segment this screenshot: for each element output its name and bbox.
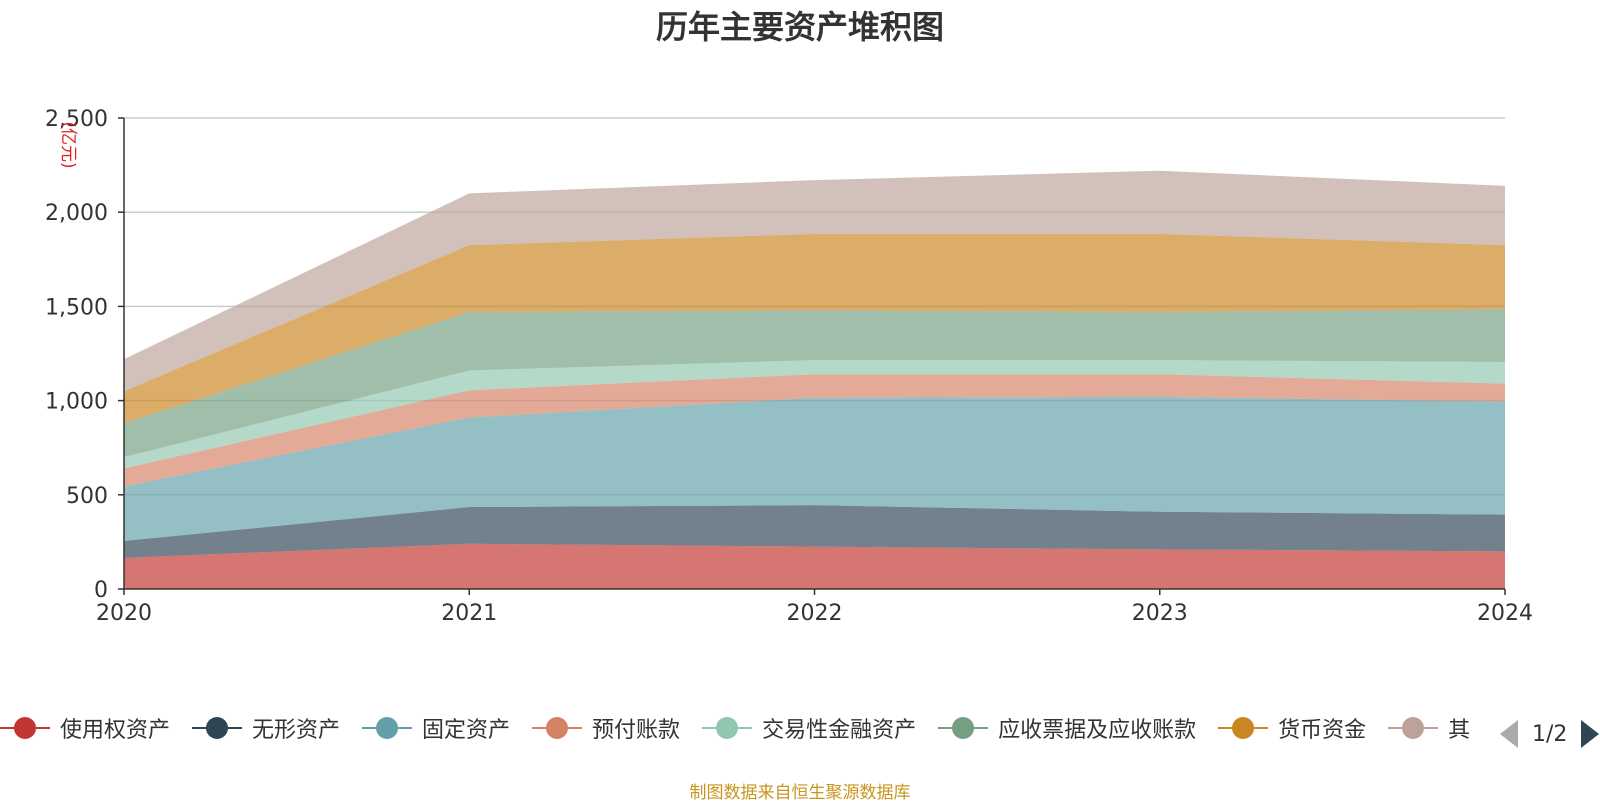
legend-label: 固定资产 [422,718,511,743]
area-使用权资产[interactable] [124,543,1505,589]
legend-marker-icon [532,717,583,739]
legend-item[interactable]: 固定资产 [362,712,510,744]
legend-pager: 1/2 [1500,716,1600,752]
x-tick-label: 2022 [787,601,843,626]
legend-item[interactable]: 使用权资产 [0,712,170,744]
legend-marker-icon [702,717,753,739]
legend-next-icon[interactable] [1581,720,1600,748]
legend-item[interactable]: 无形资产 [192,712,340,744]
legend-label: 预付账款 [592,718,681,743]
y-tick-label: 500 [66,484,108,509]
x-tick-label: 2023 [1132,601,1188,626]
legend-marker-icon [192,717,243,739]
legend-marker-icon [362,717,413,739]
area-其他[interactable] [124,170,1505,392]
chart-title: 历年主要资产堆积图 [655,8,944,46]
stacked-area-chart: 0 500 1,000 1,500 2,000 2,500 2020 2021 2022 2023… [45,107,1533,626]
area-预付账款[interactable] [124,374,1505,487]
y-tick-label: 2,000 [45,201,108,226]
legend-item[interactable]: 货币资金 [1218,712,1366,744]
legend: 使用权资产 无形资产 固定资产 预付账款 交易性金融资产 应收票据及应收账款 货币资金 其他 [0,712,1470,752]
y-tick-label: 2,500 [45,107,108,132]
legend-marker-icon [0,717,50,739]
legend-item[interactable]: 其他 [1388,712,1470,744]
x-tick-label: 2021 [441,601,497,626]
legend-label: 交易性金融资产 [762,718,917,743]
area-应收票据及应收账款[interactable] [124,309,1505,458]
area-series [124,170,1505,589]
legend-item[interactable]: 应收票据及应收账款 [938,712,1196,744]
y-axis-label: (亿元) [58,121,78,168]
legend-marker-icon [938,717,989,739]
x-tick-label: 2020 [96,601,152,626]
area-固定资产[interactable] [124,396,1505,541]
axes: 0 500 1,000 1,500 2,000 2,500 2020 2021 2022 2023… [45,107,1533,626]
legend-label: 使用权资产 [60,718,171,743]
legend-label: 货币资金 [1278,718,1367,743]
legend-marker-icon [1218,717,1269,739]
area-货币资金[interactable] [124,233,1505,424]
legend-marker-icon [1388,717,1439,739]
legend-prev-icon[interactable] [1500,720,1518,748]
x-tick-label: 2024 [1477,601,1533,626]
y-tick-label: 1,000 [45,390,108,415]
area-交易性金融资产[interactable] [124,360,1505,469]
data-source-note: 制图数据来自恒生聚源数据库 [689,783,911,803]
legend-page-indicator: 1/2 [1532,721,1568,747]
y-tick-label: 1,500 [45,295,108,320]
y-tick-label: 0 [94,578,108,603]
legend-label: 应收票据及应收账款 [998,718,1197,743]
legend-label: 其他 [1448,718,1470,743]
legend-item[interactable]: 交易性金融资产 [702,712,916,744]
legend-item[interactable]: 预付账款 [532,712,680,744]
legend-label: 无形资产 [252,718,341,743]
area-无形资产[interactable] [124,505,1505,558]
